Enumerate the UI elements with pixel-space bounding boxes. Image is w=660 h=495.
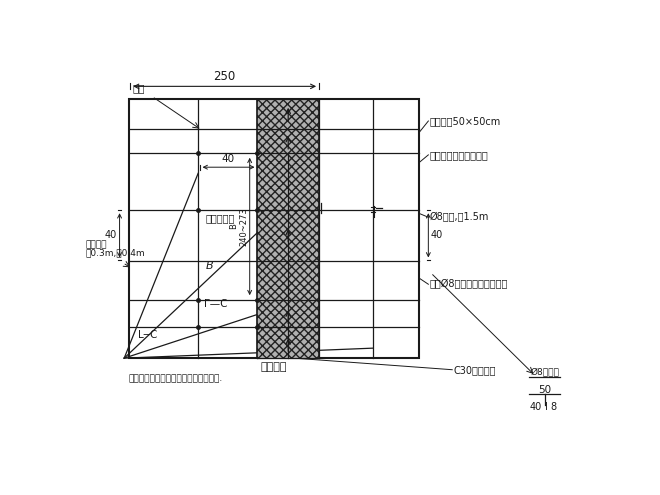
Text: 40: 40 xyxy=(529,402,541,412)
Text: 40: 40 xyxy=(221,154,234,164)
Bar xyxy=(129,99,419,358)
Text: 种植壤土50×50cm: 种植壤土50×50cm xyxy=(430,116,501,126)
Text: B: B xyxy=(206,261,213,271)
Text: C30混支擔管: C30混支擔管 xyxy=(454,365,496,375)
Text: Ø8张紧筋: Ø8张紧筋 xyxy=(530,367,559,376)
Text: 250: 250 xyxy=(213,70,235,83)
Text: Ø8锦筋,长1.5m: Ø8锦筋,长1.5m xyxy=(430,212,489,222)
Text: 张型Ø8字钉钒筋（挂网用）: 张型Ø8字钉钒筋（挂网用） xyxy=(430,279,508,289)
Text: 锤杆: 锤杆 xyxy=(133,83,145,93)
Text: 框架棹梁: 框架棹梁 xyxy=(86,240,107,249)
Text: L─C: L─C xyxy=(138,330,158,340)
Text: 50: 50 xyxy=(538,385,551,395)
Text: 40: 40 xyxy=(105,230,117,241)
Text: 40: 40 xyxy=(430,230,443,241)
Text: I 8: I 8 xyxy=(544,402,557,412)
Text: 挂鄂丝网及三维网椎草: 挂鄂丝网及三维网椎草 xyxy=(430,150,488,160)
Text: 小注：图中空白处为挂鄂丝网覆盖椎草.: 小注：图中空白处为挂鄂丝网覆盖椎草. xyxy=(129,374,223,383)
Text: 过坡平台: 过坡平台 xyxy=(261,362,287,372)
Text: 一个单元框: 一个单元框 xyxy=(206,213,235,223)
Bar xyxy=(257,99,319,358)
Text: Γ—C: Γ—C xyxy=(205,299,228,309)
Text: 厘0.3m,宽0.4m: 厘0.3m,宽0.4m xyxy=(86,248,145,257)
Text: B
240~273: B 240~273 xyxy=(229,207,248,246)
